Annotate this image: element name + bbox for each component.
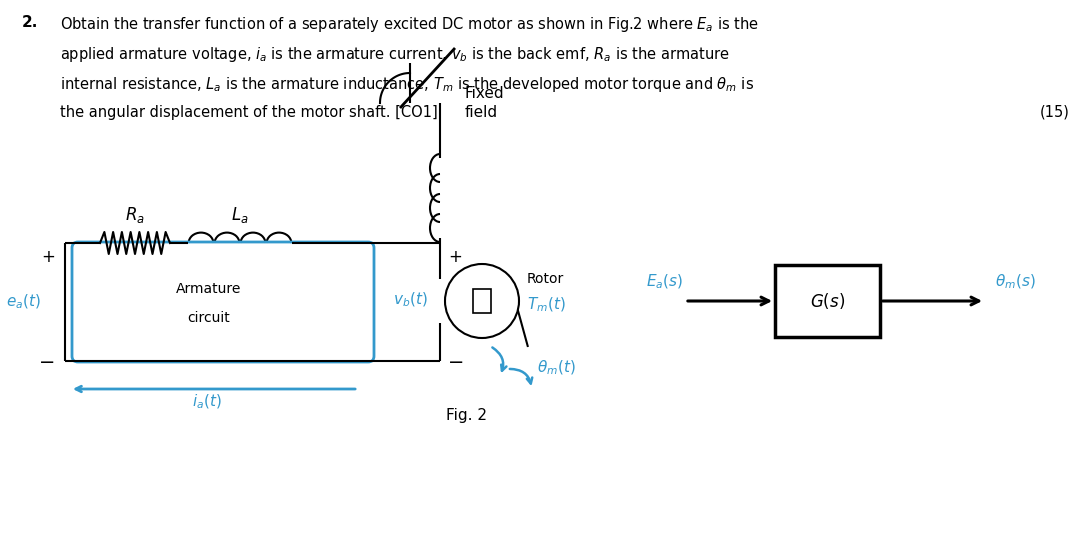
Text: $E_a(s)$: $E_a(s)$: [647, 273, 683, 291]
Bar: [473, 289, 491, 313]
Text: −: −: [39, 353, 55, 372]
Text: Rotor: Rotor: [527, 272, 564, 286]
Text: +: +: [41, 248, 55, 266]
Text: internal resistance, $L_a$ is the armature inductance, $T_m$ is the developed mo: internal resistance, $L_a$ is the armatu…: [60, 75, 754, 94]
Text: $T_m(t)$: $T_m(t)$: [527, 296, 565, 314]
Text: $G(s)$: $G(s)$: [810, 291, 845, 311]
Text: (15): (15): [1040, 105, 1070, 120]
Text: Fixed
field: Fixed field: [465, 86, 505, 121]
Text: Fig. 2: Fig. 2: [446, 408, 487, 423]
Text: $\theta_m(s)$: $\theta_m(s)$: [995, 273, 1035, 291]
Text: $R_a$: $R_a$: [125, 205, 145, 225]
Text: Obtain the transfer function of a separately excited DC motor as shown in Fig.2 : Obtain the transfer function of a separa…: [60, 15, 759, 34]
Text: $\theta_m(t)$: $\theta_m(t)$: [537, 359, 576, 377]
Text: $v_b(t)$: $v_b(t)$: [393, 291, 428, 309]
Text: $L_a$: $L_a$: [231, 205, 249, 225]
Text: circuit: circuit: [187, 311, 230, 325]
Text: $i_a(t)$: $i_a(t)$: [192, 393, 221, 411]
Text: the angular displacement of the motor shaft. [CO1]: the angular displacement of the motor sh…: [60, 105, 438, 120]
Text: Armature: Armature: [175, 282, 242, 296]
Text: 2.: 2.: [22, 15, 38, 30]
Bar: [775, 265, 880, 337]
Circle shape: [445, 264, 519, 338]
Text: applied armature voltage, $i_a$ is the armature current, $v_b$ is the back emf, : applied armature voltage, $i_a$ is the a…: [60, 45, 730, 64]
Text: −: −: [448, 353, 465, 372]
Text: +: +: [448, 248, 461, 266]
Text: $e_a(t)$: $e_a(t)$: [5, 293, 40, 311]
